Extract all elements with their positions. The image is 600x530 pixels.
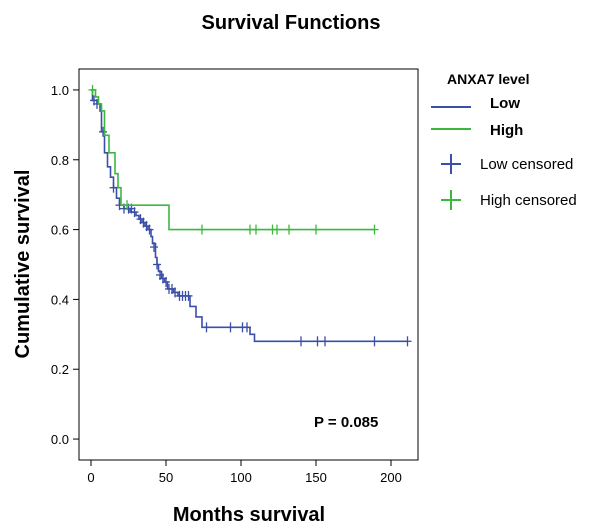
censor-mark-low xyxy=(130,207,139,218)
censor-mark-low xyxy=(145,224,154,235)
censor-mark-high xyxy=(198,224,206,235)
censor-mark-low xyxy=(370,336,379,347)
series-line-high xyxy=(91,89,375,231)
censor-mark-low xyxy=(243,322,251,333)
censor-mark-low xyxy=(171,287,179,298)
p-value-annotation: P = 0.085 xyxy=(314,414,378,431)
y-axis: 0.0 0.2 0.4 0.6 0.8 1.0 xyxy=(51,83,79,447)
y-tick-label: 1.0 xyxy=(51,83,69,98)
censor-mark-low xyxy=(403,336,412,347)
legend-label-low: Low xyxy=(490,95,520,112)
x-tick-label: 150 xyxy=(305,470,327,485)
y-axis-label: Cumulative survival xyxy=(12,170,34,359)
y-tick-label: 0.6 xyxy=(51,223,69,238)
censor-mark-low xyxy=(202,322,211,333)
chart-title: Survival Functions xyxy=(202,12,381,34)
x-axis-label: Months survival xyxy=(173,504,325,526)
x-tick-label: 100 xyxy=(230,470,252,485)
y-tick-label: 0.8 xyxy=(51,153,69,168)
legend-title: ANXA7 level xyxy=(447,71,529,87)
series-layer xyxy=(88,84,412,347)
censor-mark-low xyxy=(153,259,161,270)
legend-marker-low-censored xyxy=(441,154,461,174)
censor-mark-high xyxy=(285,224,293,235)
censor-mark-high xyxy=(273,224,281,235)
plot-frame xyxy=(78,68,419,461)
legend-label-low-censored: Low censored xyxy=(480,156,573,173)
x-tick-label: 200 xyxy=(380,470,402,485)
series-line-low xyxy=(91,89,408,343)
censor-mark-high xyxy=(370,224,379,235)
censor-mark-high xyxy=(252,224,260,235)
censor-mark-low xyxy=(162,276,170,287)
y-tick-label: 0.4 xyxy=(51,292,69,307)
x-tick-label: 50 xyxy=(159,470,173,485)
censor-mark-low xyxy=(184,290,193,301)
legend-label-high-censored: High censored xyxy=(480,192,577,209)
x-axis: 0 50 100 150 200 xyxy=(87,460,402,485)
censor-mark-high xyxy=(88,84,97,95)
censor-mark-low xyxy=(321,336,329,347)
legend-marker-high-censored xyxy=(441,190,461,210)
censor-mark-high xyxy=(312,224,320,235)
censor-mark-low xyxy=(99,126,107,137)
censor-mark-high xyxy=(123,200,131,211)
legend: ANXA7 level Low High Low censored High c… xyxy=(431,71,577,210)
x-tick-label: 0 xyxy=(87,470,94,485)
censor-mark-low xyxy=(150,242,158,253)
censor-mark-low xyxy=(109,182,118,193)
censor-mark-low xyxy=(226,322,235,333)
legend-label-high: High xyxy=(490,122,523,139)
censor-mark-low xyxy=(297,336,305,347)
y-tick-label: 0.2 xyxy=(51,362,69,377)
y-tick-label: 0.0 xyxy=(51,432,69,447)
censor-mark-low xyxy=(313,336,322,347)
